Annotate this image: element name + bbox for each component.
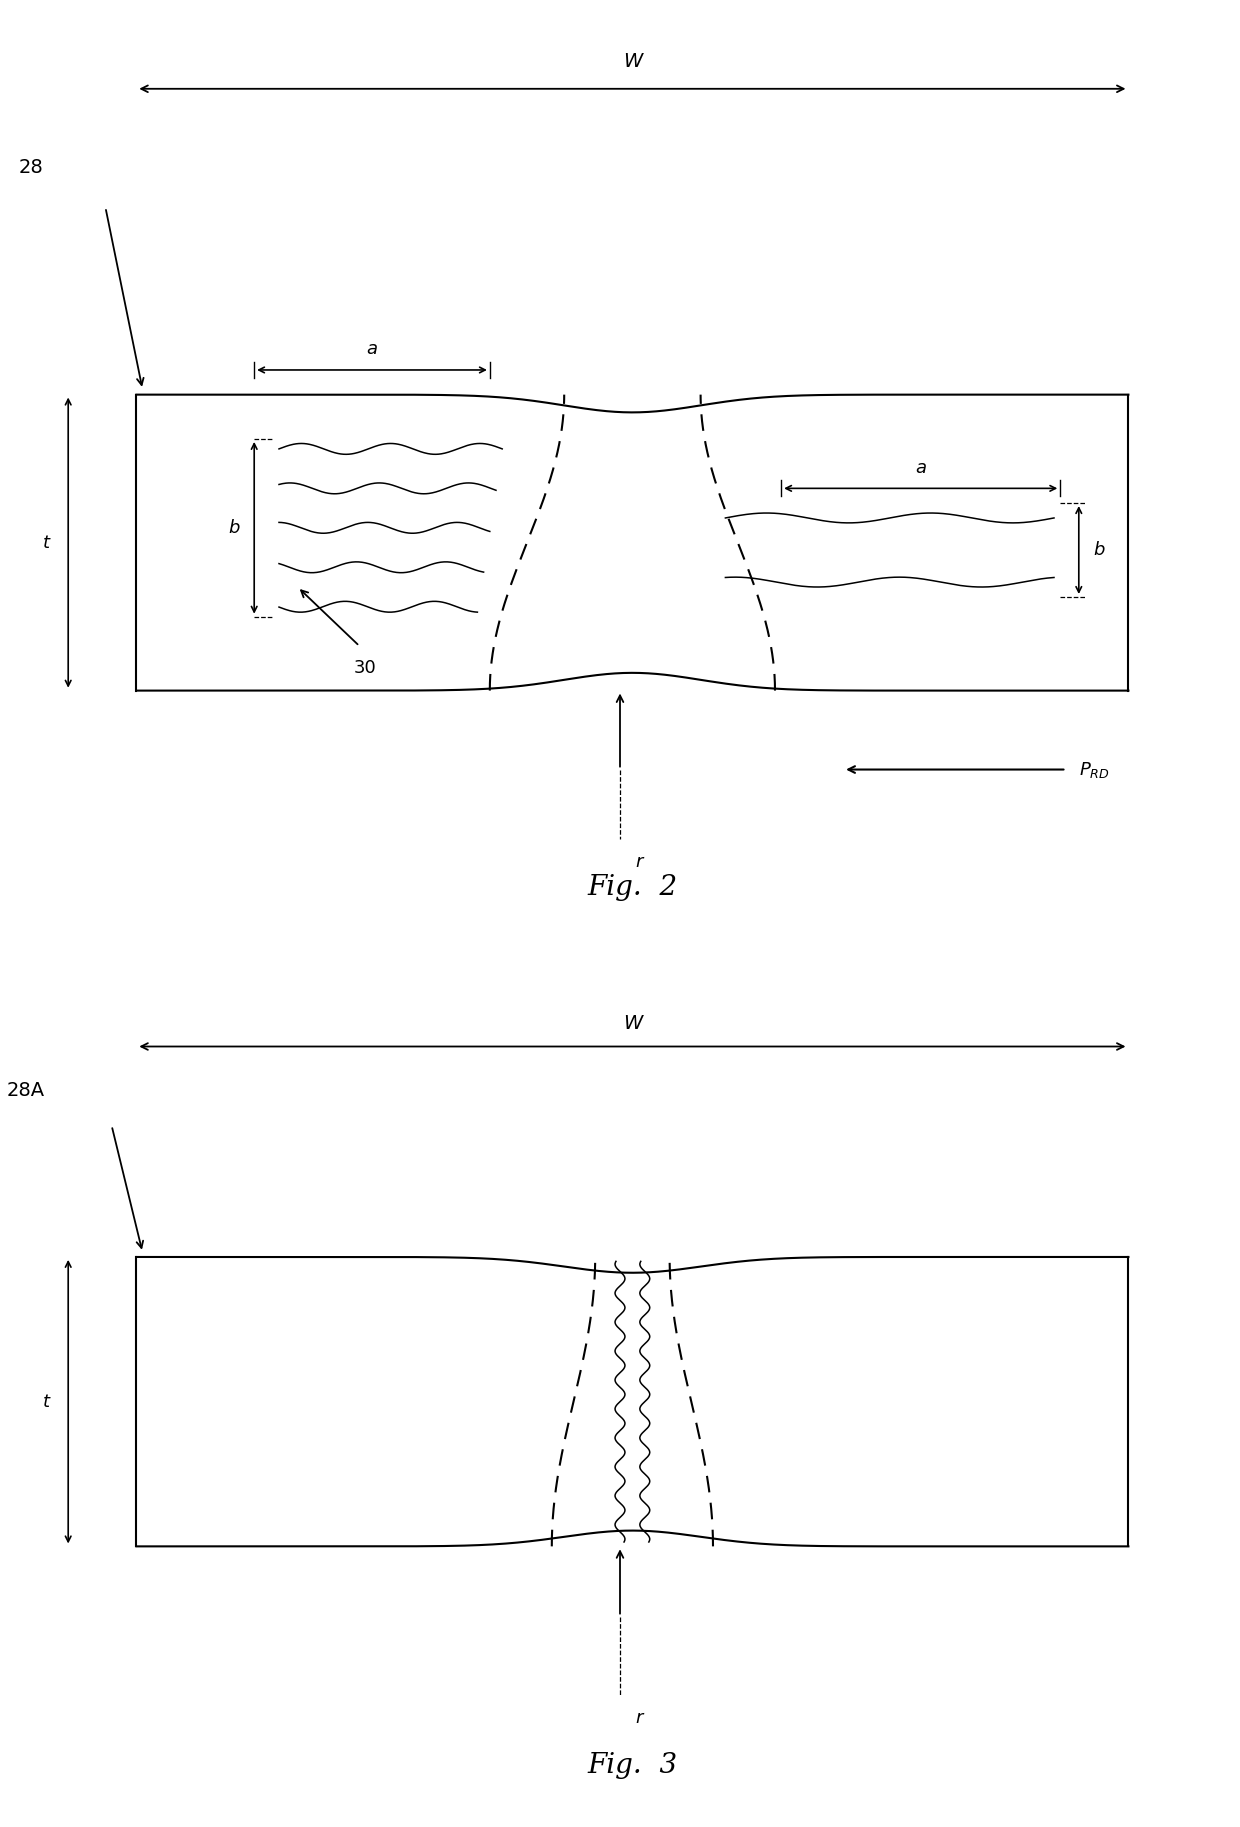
Text: r: r [635,853,642,871]
Text: W: W [622,1014,642,1034]
Text: Fig.  2: Fig. 2 [588,875,677,901]
Text: r: r [635,1708,642,1727]
Text: 28: 28 [19,159,43,177]
Text: 30: 30 [353,660,376,678]
Text: W: W [622,51,642,71]
Text: $P_{RD}$: $P_{RD}$ [1079,760,1110,780]
Text: Fig.  3: Fig. 3 [588,1752,677,1779]
Text: t: t [42,1392,50,1410]
Text: b: b [1094,541,1105,559]
Text: a: a [915,459,926,477]
Text: t: t [42,533,50,552]
Text: b: b [228,519,239,537]
Text: a: a [367,340,377,358]
Text: 28A: 28A [6,1082,45,1100]
